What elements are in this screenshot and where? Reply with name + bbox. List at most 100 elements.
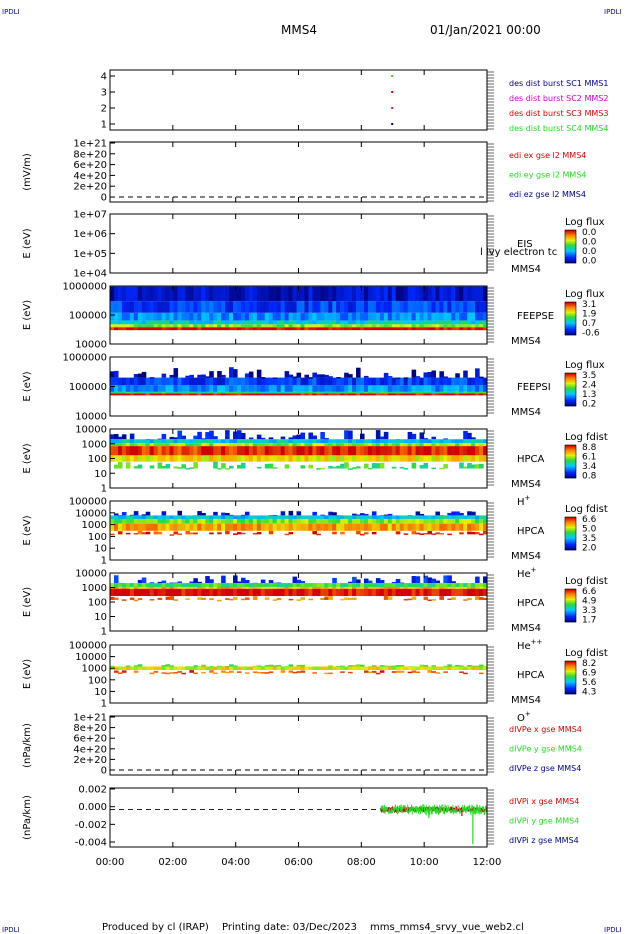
panel-hpca_h-heatmap-cell [431,467,437,470]
panel-hpca_h-heatmap-cell [110,446,115,456]
panel-hpca_hepp-heatmap-cell [324,586,329,589]
panel-hpca_he-heatmap-cell [264,518,270,524]
panel-hpca_he-colorbar-step [565,524,576,526]
panel-feepse-colorbar-step [565,308,576,310]
panel-hpca_o-heatmap-cell [185,666,190,670]
panel-hpca_he-heatmap-cell [340,523,345,531]
panel-hpca_he-heatmap-cell [161,515,167,519]
panel-feepsi-heatmap-cell [403,391,409,394]
panel-feepsi-heatmap-cell [443,385,448,392]
panel-hpca_he-heatmap-cell [185,530,190,535]
panel-feepsi-heatmap-cell [352,385,357,392]
panel-feepse-heatmap-cell [153,301,159,313]
panel-hpca_o-colorbar-step [565,668,576,670]
panel-feepsi-heatmap-cell [189,377,194,386]
panel-hpca_h-heatmap-cell [316,446,321,456]
panel-feepse-heatmap-cell [360,324,365,328]
panel-hpca_hepp-heatmap-cell [225,583,230,587]
panel-hpca_h-heatmap-cell [348,430,353,440]
panel-hpca_hepp-heatmap-cell [463,586,468,589]
panel-feepse-heatmap-cell [197,327,202,331]
panel-feepsi-heatmap-cell [161,391,167,394]
panel-feepse-heatmap-cell [177,327,183,331]
panel-feepsi-heatmap-cell [161,385,167,392]
panel-feepse-heatmap-cell [423,286,429,302]
panel-feepse-heatmap-cell [463,327,468,331]
panel-feepsi-heatmap-cell [133,385,139,392]
panel-hpca_hepp-heatmap-cell [157,581,163,584]
panel-hpca_h-heatmap-cell [387,439,393,444]
panel-hpca_h-heatmap-cell [177,439,183,444]
panel-hpca_h-heatmap-cell [117,439,123,444]
panel-feepse-heatmap-cell [213,324,218,328]
panel-hpca_hepp-heatmap-cell [483,576,487,584]
panel-hpca_h-heatmap-cell [181,439,186,444]
panel-hpca_hepp-heatmap-cell [391,588,397,597]
panel-feepsi-heatmap-cell [248,371,254,378]
panel-feepse-heatmap-cell [467,324,472,328]
panel-hpca_he-heatmap-cell [360,515,365,519]
panel-hpca_hepp-heatmap-cell [363,586,369,589]
panel-feepse-colorbar-step [565,311,576,313]
panel-feepse-heatmap-cell [236,320,242,325]
panel-hpca_h-heatmap-cell [117,461,123,469]
panel-feepse-heatmap-cell [129,324,135,328]
panel-hpca_o-colorbar-step [565,661,576,663]
panel-hpca_hepp-heatmap-cell [149,582,155,584]
panel-feepsi-heatmap-cell [296,372,302,378]
panel-feepsi-colorbar-step [565,388,576,390]
panel-hpca_he-heatmap-cell [304,523,310,531]
panel-divpi-legend-entry: dIVPi z gse MMS4 [509,836,579,845]
panel-feepsi-heatmap-cell [308,393,313,396]
panel-hpca_he-heatmap-cell [205,515,210,519]
panel-feepse-heatmap-cell [348,286,353,302]
panel-feepsi-heatmap-cell [387,385,393,392]
panel-hpca_h-heatmap-cell [141,455,147,462]
panel-feepse-heatmap-cell [296,327,302,331]
panel-hpca_hepp-heatmap-cell [403,586,409,589]
panel-hpca_h-heatmap-cell [276,446,282,456]
panel-hpca_o-heatmap-cell [459,665,464,667]
panel-hpca_h-heatmap-cell [340,463,345,469]
panel-hpca_h-heatmap-cell [320,431,325,440]
panel-feepse-colorbar-step [565,310,576,312]
panel-eis-colorbar-step [565,235,576,237]
panel-feepse-heatmap-cell [340,324,345,328]
panel-feepsi-heatmap-cell [165,393,171,396]
panel-feepse-heatmap-cell [173,301,179,313]
panel-hpca_he-colorbar-step [565,536,576,538]
panel-hpca_hepp-heatmap-cell [407,588,413,597]
panel-feepsi-colorbar-step [565,384,576,386]
panel-hpca_h-heatmap-cell [312,446,317,456]
panel-hpca_hepp-heatmap-cell [137,579,143,584]
panel-hpca_h-heatmap-cell [348,446,353,456]
panel-hpca_o-colorbar-step [565,685,576,687]
panel-hpca_h-colorbar-title: Log fdist [565,432,608,443]
panel-hpca_h-colorbar-step [565,471,576,473]
panel-hpca_h-colorbar-step [565,473,576,475]
panel-feepsi-heatmap-cell [371,391,377,394]
panel-hpca_o-colorbar-step [565,682,576,684]
panel-hpca_he-heatmap-cell [153,518,159,524]
panel-hpca_he-heatmap-cell [248,518,254,524]
panel-feepse-heatmap-cell [125,324,131,328]
panel-hpca_o-colorbar-step [565,664,576,666]
panel-feepse-heatmap-cell [300,312,306,321]
panel-hpca_hepp-instrument-name: HPCA [517,598,545,609]
panel-feepse-heatmap-cell [284,312,290,321]
panel-feepsi-heatmap-cell [292,391,298,394]
panel-hpca_he-heatmap-cell [292,515,298,519]
panel-hpca_he-heatmap-cell [197,518,202,524]
panel-hpca_o-heatmap-cell [173,671,179,674]
panel-feepse-heatmap-cell [137,286,143,302]
panel-feepse-heatmap-cell [332,301,337,313]
panel-hpca_h-heatmap-cell [439,439,444,444]
panel-feepse-heatmap-cell [423,320,429,325]
panel-hpca_h-heatmap-cell [479,463,484,469]
panel-feepse-heatmap-cell [407,286,413,302]
panel-hpca_hepp-colorbar-step [565,606,576,608]
panel-feepse-heatmap-cell [415,327,421,331]
panel-feepse-heatmap-cell [121,324,127,328]
panel-hpca_he-heatmap-cell [352,513,357,516]
panel-feepse-heatmap-cell [447,301,452,313]
